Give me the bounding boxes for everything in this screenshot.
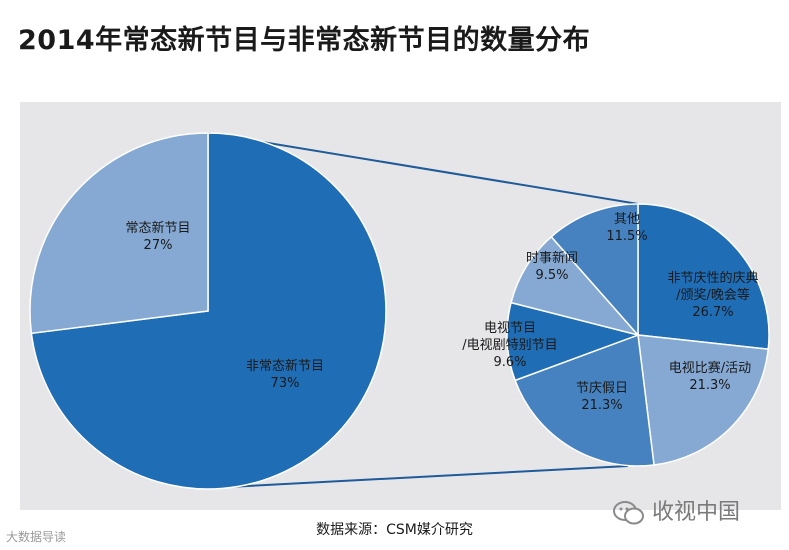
slice-labels: 非常态新节目 73% 常态新节目 27% 非节庆性的庆典/颁奖/晚会等 26.7% 电视比赛… [125,212,758,413]
main-slice-label-0: 非常态新节目 73% [246,358,324,391]
main-slice-1 [29,132,209,335]
watermark-text: 收视中国 [652,500,741,525]
chart-title: 2014年常态新节目与非常态新节目的数量分布 [18,25,591,56]
breakdown-slice-label-5: 其他 11.5% [606,212,647,244]
pie-of-pie-chart: 非常态新节目 73% 常态新节目 27% 非节庆性的庆典/颁奖/晚会等 26.7% 电视比赛… [29,132,770,490]
connector-line-top [207,132,639,205]
breakdown-slice-label-4: 时事新闻 9.5% [526,250,578,283]
main-slice-label-1: 常态新节目 27% [125,220,190,253]
connector-line-bottom [227,465,629,488]
watermark-left: 大数据导读 [6,530,67,544]
breakdown-slice-0 [637,203,770,351]
breakdown-slice-3 [506,301,641,382]
watermark-right: 收视中国 [612,494,740,527]
breakdown-slice-4 [510,235,641,337]
breakdown-slice-label-0: 非节庆性的庆典/颁奖/晚会等 26.7% [667,270,758,320]
chart-panel: 非常态新节目 73% 常态新节目 27% 非节庆性的庆典/颁奖/晚会等 26.7% 电视比赛… [20,102,781,510]
breakdown-slice-1 [637,334,770,466]
breakdown-slice-label-2: 节庆假日 21.3% [576,381,628,413]
breakdown-slice-5 [550,203,639,337]
chat-bubble-icon [613,501,644,525]
breakdown-slice-label-3: 电视节目/电视剧特别节目 9.6% [462,321,557,370]
breakdown-slice-label-1: 电视比赛/活动 21.3% [669,360,751,393]
source-note: 数据来源：CSM媒介研究 [316,522,473,538]
connector-lines [207,132,639,488]
main-pie [29,132,387,490]
breakdown-pie [506,203,770,467]
